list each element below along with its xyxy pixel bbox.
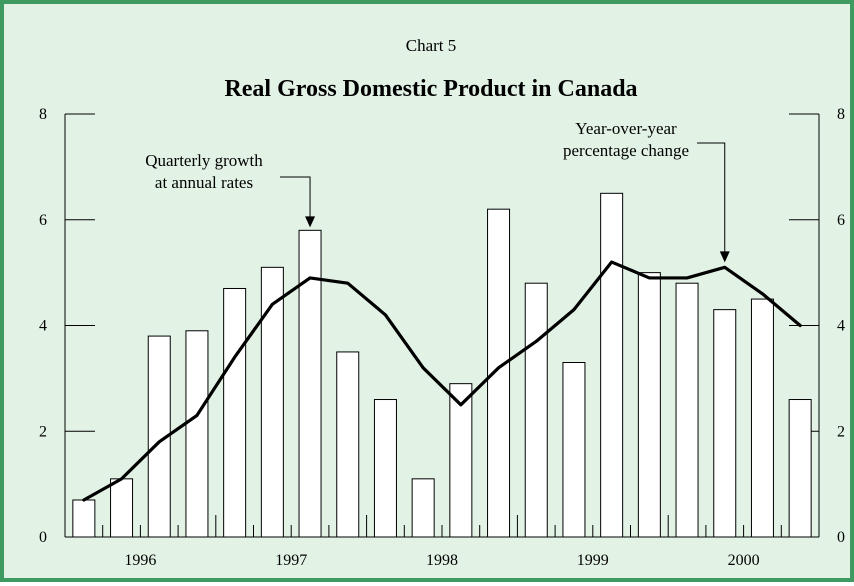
annotation-leader bbox=[280, 176, 311, 219]
bar bbox=[147, 335, 171, 538]
y-tick-label-right: 6 bbox=[837, 212, 845, 229]
bar bbox=[487, 208, 511, 538]
y-tick-label-left: 6 bbox=[39, 212, 47, 229]
y-tick-label-left: 2 bbox=[39, 423, 47, 440]
y-tick-label-right: 2 bbox=[837, 423, 845, 440]
annotation-line: Quarterly growth bbox=[145, 151, 263, 170]
bar bbox=[562, 362, 586, 538]
bar bbox=[675, 282, 699, 538]
x-tick-label: 2000 bbox=[728, 552, 760, 569]
annotations: Quarterly growth at annual rates Year-over… bbox=[145, 119, 730, 263]
y-tick-label-left: 0 bbox=[39, 529, 47, 546]
bar-series bbox=[72, 192, 812, 538]
x-tick-label: 1997 bbox=[275, 552, 307, 569]
x-tick-label: 1996 bbox=[124, 552, 156, 569]
y-tick-label-right: 8 bbox=[837, 106, 845, 123]
annotation-line: Year-over-year bbox=[575, 119, 677, 138]
line-series bbox=[82, 260, 802, 502]
bar bbox=[260, 266, 284, 538]
chart-number: Chart 5 bbox=[406, 36, 457, 55]
bar bbox=[637, 272, 661, 538]
bar bbox=[72, 499, 96, 538]
chart-svg: Chart 5 Real Gross Domestic Product in C… bbox=[39, 36, 845, 569]
bar bbox=[713, 309, 737, 538]
y-tick-label-right: 0 bbox=[837, 529, 845, 546]
bar bbox=[524, 282, 548, 538]
bar bbox=[600, 192, 624, 538]
bar bbox=[373, 399, 397, 538]
annotation-leader bbox=[697, 142, 726, 254]
y-tick-label-left: 8 bbox=[39, 106, 47, 123]
x-tick-label: 1999 bbox=[577, 552, 609, 569]
bar bbox=[185, 330, 209, 538]
bar bbox=[750, 298, 774, 538]
bar bbox=[411, 478, 435, 538]
annotation-arrowhead bbox=[719, 251, 730, 263]
annotation-line: percentage change bbox=[563, 141, 689, 160]
annotation-quarterly: Quarterly growth at annual rates bbox=[145, 151, 263, 192]
annotation-arrowhead bbox=[305, 216, 316, 228]
bar bbox=[449, 383, 473, 538]
y-tick-label-left: 4 bbox=[39, 318, 47, 335]
annotation-yoy: Year-over-year percentage change bbox=[563, 119, 689, 160]
bar bbox=[298, 229, 322, 538]
y-tick-label-right: 4 bbox=[837, 318, 845, 335]
bar bbox=[788, 399, 812, 538]
chart-title: Real Gross Domestic Product in Canada bbox=[224, 76, 637, 102]
bar bbox=[110, 478, 134, 538]
x-tick-label: 1998 bbox=[426, 552, 458, 569]
bar bbox=[336, 351, 360, 538]
annotation-line: at annual rates bbox=[155, 173, 253, 192]
series-line bbox=[82, 260, 802, 502]
bar bbox=[223, 287, 247, 538]
